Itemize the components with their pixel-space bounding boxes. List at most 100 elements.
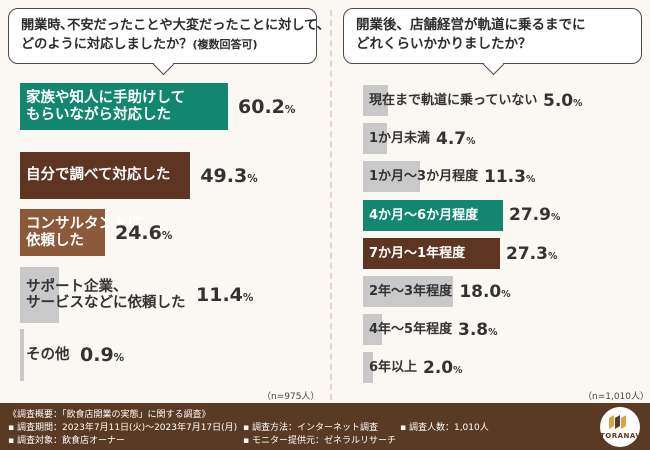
right-question-line2: どれくらいかかりましたか？: [356, 36, 532, 52]
right-chart-value-7: 2.0%: [423, 358, 463, 378]
right-chart-row-5: 2年〜3年程度 18.0%: [363, 276, 650, 307]
right-question-line1: 開業後、店舗経営が軌道に乗るまでに: [356, 17, 586, 33]
survey-footer: 《調査概要：「飲食店開業の実態」に関する調査》 ▪ 調査期間：2023年7月11…: [0, 403, 650, 450]
right-chart-value-5: 18.0%: [459, 282, 510, 302]
left-chart-row-3: サポート企業、 サービスなどに依頼した 11.4%: [20, 267, 320, 323]
right-chart-value-unit-0: %: [573, 97, 583, 109]
left-chart-panel: 開業時､不安だったことや大変だったことに対して、 どのように対応しましたか？(複…: [0, 0, 330, 403]
left-chart-row-1: 自分で調べて対応した 49.3%: [20, 152, 320, 199]
logo-text: TORANAVI: [600, 432, 645, 440]
right-chart-value-0: 5.0%: [543, 91, 583, 111]
logo-mark-icon: [609, 415, 626, 429]
right-chart-value-number-1: 4.7: [436, 128, 467, 149]
footer-count: ▪ 調査人数：1,010人: [400, 423, 489, 433]
right-chart-value-4: 27.3%: [506, 244, 557, 264]
right-chart-value-1: 4.7%: [436, 129, 476, 149]
right-chart-panel: 開業後、店舗経営が軌道に乗るまでに どれくらいかかりましたか？ 現在まで軌道に乗…: [335, 0, 650, 403]
right-question-tail: [482, 53, 504, 76]
left-chart-bar-4: [20, 329, 24, 381]
left-chart-value-number-2: 24.6: [114, 221, 162, 244]
footer-method: ▪ 調査方法：インターネット調査: [243, 423, 378, 433]
right-chart-bar-7: [363, 352, 374, 384]
right-chart-label-3: 4か月〜6か月程度: [369, 207, 479, 223]
left-chart-value-3: 11.4%: [196, 284, 253, 306]
right-chart-bar-1: [363, 123, 387, 155]
right-chart-row-2: 1か月〜3か月程度 11.3%: [363, 161, 650, 193]
footer-period: ▪ 調査期間：2023年7月11日(火)〜2023年7月17日(月): [8, 423, 238, 433]
right-chart-label-0: 現在まで軌道に乗っていない: [369, 93, 538, 108]
left-question-tail: [152, 53, 174, 76]
footer-title: 《調査概要：「飲食店開業の実態」に関する調査》: [8, 410, 211, 420]
left-sample-size: （n=975人）: [262, 392, 320, 402]
right-chart-value-2: 11.3%: [484, 167, 535, 187]
right-chart-row-7: 6年以上 2.0%: [363, 352, 650, 384]
footer-provider-text: モニター提供元：ゼネラルリサーチ: [251, 436, 396, 446]
footer-target: ▪ 調査対象：飲食店オーナー: [8, 436, 125, 446]
right-chart-value-number-2: 11.3: [484, 167, 526, 188]
left-chart-value-number-1: 49.3: [200, 164, 248, 187]
right-chart-value-unit-6: %: [488, 326, 498, 338]
right-chart-value-number-6: 3.8: [458, 319, 489, 340]
left-chart-value-number-4: 0.9: [80, 344, 114, 367]
right-chart-row-1: 1か月未満 4.7%: [363, 123, 650, 155]
left-chart-bar-2: [20, 209, 105, 256]
right-chart-bar-6: [363, 314, 383, 346]
left-chart-value-1: 49.3%: [200, 165, 257, 187]
right-chart-label-5: 2年〜3年程度: [369, 284, 453, 299]
left-chart-value-number-3: 11.4: [196, 284, 243, 307]
left-chart-value-0: 60.2%: [238, 96, 295, 118]
right-chart-value-number-3: 27.9: [509, 205, 551, 226]
left-chart-value-unit-1: %: [247, 172, 258, 185]
left-question-note: (複数回答可): [192, 38, 258, 51]
left-chart-label-4: その他: [26, 346, 70, 363]
left-chart-bar-0: [20, 83, 228, 130]
right-chart-value-unit-1: %: [466, 135, 476, 147]
right-chart-value-unit-5: %: [501, 288, 511, 300]
left-chart-label-3: サポート企業、 サービスなどに依頼した: [26, 278, 186, 312]
footer-method-text: 調査方法：インターネット調査: [251, 423, 378, 433]
right-chart-value-unit-3: %: [550, 212, 561, 224]
right-question-box: 開業後、店舗経営が軌道に乗るまでに どれくらいかかりましたか？: [343, 8, 642, 76]
right-chart-row-6: 4年〜5年程度 3.8%: [363, 314, 650, 346]
right-chart-row-4: 7か月〜1年程度 27.3%: [363, 237, 650, 269]
left-chart-label-2: コンサルタントに 依頼した: [26, 216, 142, 249]
left-chart-value-unit-2: %: [161, 229, 173, 242]
left-chart-row-0: 家族や知人に手助けして もらいながら対応した 60.2%: [20, 83, 320, 130]
right-chart-value-number-5: 18.0: [459, 281, 502, 302]
toranavi-logo: TORANAVI: [600, 407, 645, 447]
left-chart-row-2: コンサルタントに 依頼した 24.6%: [20, 209, 320, 256]
right-chart-value-number-0: 5.0: [543, 90, 574, 111]
left-chart-value-unit-3: %: [242, 292, 254, 305]
right-chart-value-number-4: 27.3: [505, 243, 548, 264]
right-chart-value-6: 3.8%: [458, 320, 498, 340]
left-chart-bar-3: [20, 267, 60, 323]
left-chart-value-4: 0.9%: [80, 344, 124, 366]
left-chart-bar-1: [20, 152, 191, 199]
panel-divider: [330, 10, 334, 400]
right-chart-value-3: 27.9%: [509, 205, 560, 225]
right-chart-bar-4: [363, 237, 500, 269]
right-chart-bar-5: [363, 276, 454, 307]
left-chart-value-number-0: 60.2: [238, 95, 285, 118]
right-question-text: 開業後、店舗経営が軌道に乗るまでに どれくらいかかりましたか？: [356, 16, 586, 54]
right-chart-label-2: 1か月〜3か月程度: [369, 169, 479, 185]
right-chart-bar-3: [363, 199, 503, 231]
footer-target-text: 調査対象：飲食店オーナー: [16, 436, 125, 446]
left-chart-label-1: 自分で調べて対応した: [26, 167, 171, 184]
left-question-line2: どのように対応しましたか？: [21, 37, 193, 52]
left-question-line1: 開業時､不安だったことや大変だったことに対して、: [21, 18, 330, 33]
right-sample-size: （n=1,010人）: [583, 392, 650, 402]
right-chart-label-7: 6年以上: [369, 360, 418, 376]
right-chart-label-1: 1か月未満: [369, 131, 431, 147]
right-chart-value-unit-4: %: [547, 250, 558, 262]
right-chart-value-number-7: 2.0: [423, 358, 454, 379]
right-chart-row-0: 現在まで軌道に乗っていない 5.0%: [363, 85, 650, 116]
left-chart-value-2: 24.6%: [115, 222, 172, 244]
right-chart-bar-0: [363, 85, 389, 116]
footer-provider: ▪ モニター提供元：ゼネラルリサーチ: [243, 436, 396, 446]
left-question-box: 開業時､不安だったことや大変だったことに対して、 どのように対応しましたか？(複…: [8, 8, 330, 76]
right-chart-label-6: 4年〜5年程度: [369, 322, 453, 338]
footer-count-text: 調査人数：1,010人: [408, 423, 489, 433]
right-chart-label-4: 7か月〜1年程度: [369, 245, 466, 261]
left-chart-label-0: 家族や知人に手助けして もらいながら対応した: [26, 90, 186, 123]
